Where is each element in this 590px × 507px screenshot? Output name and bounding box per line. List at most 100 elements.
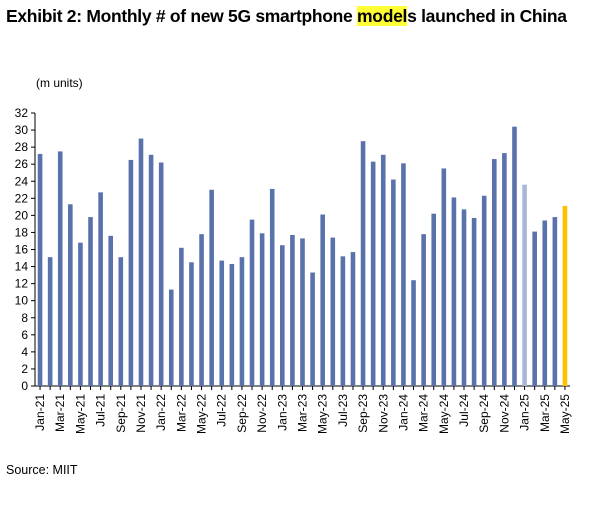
bar-apr-22 (189, 262, 194, 386)
x-tick-label: Sep-24 (477, 394, 491, 433)
x-tick-label: May-23 (316, 394, 330, 434)
bar-nov-23 (380, 154, 386, 386)
x-tick-label: Mar-24 (417, 394, 431, 432)
unit-label: (m units) (36, 76, 83, 90)
x-tick-label: Jul-21 (94, 394, 108, 427)
y-tick-label: 30 (15, 123, 29, 137)
y-tick-label: 2 (21, 362, 28, 376)
x-tick-label: May-22 (195, 394, 209, 434)
x-tick-label: Jan-23 (275, 394, 289, 431)
x-tick-label: Sep-23 (356, 394, 370, 433)
bar-may-25 (562, 205, 568, 386)
y-tick-label: 26 (15, 157, 29, 171)
x-tick-label: Nov-23 (376, 394, 390, 433)
y-tick-label: 32 (15, 106, 29, 120)
bar-dec-21 (148, 154, 154, 386)
bar-oct-24 (491, 159, 497, 386)
x-tick-label: Sep-22 (235, 394, 249, 433)
bar-jan-23 (280, 245, 285, 386)
bar-feb-22 (168, 289, 174, 386)
bar-nov-22 (259, 233, 265, 386)
bar-apr-25 (552, 217, 558, 386)
bar-jul-24 (461, 209, 467, 386)
x-tick-label: Jan-22 (154, 394, 168, 431)
y-tick-label: 28 (15, 140, 29, 154)
title-highlight: model (357, 6, 408, 26)
y-tick-label: 14 (15, 260, 29, 274)
x-tick-label: Mar-21 (53, 394, 67, 432)
bar-dec-24 (512, 126, 517, 387)
bar-mar-22 (179, 247, 184, 386)
y-tick-label: 4 (21, 345, 28, 359)
bar-aug-23 (350, 252, 356, 386)
bar-mar-24 (421, 234, 426, 386)
bar-mar-25 (542, 220, 548, 386)
bar-jan-24 (401, 163, 406, 386)
y-tick-label: 0 (21, 379, 28, 393)
x-tick-label: Jul-24 (457, 394, 471, 427)
y-tick-label: 20 (15, 208, 29, 222)
x-tick-label: Nov-22 (255, 394, 269, 433)
bar-apr-24 (431, 213, 437, 386)
source-note: Source: MIIT (6, 463, 78, 477)
bar-feb-24 (411, 280, 416, 386)
bar-jun-21 (88, 217, 93, 386)
bar-jun-22 (209, 189, 214, 386)
x-tick-label: Jan-25 (518, 394, 532, 431)
x-tick-label: Jan-21 (33, 394, 47, 431)
bar-jul-23 (340, 256, 346, 386)
bar-aug-22 (229, 264, 235, 386)
x-tick-label: Jul-22 (215, 394, 229, 427)
bar-feb-21 (47, 257, 53, 386)
x-tick-label: Mar-23 (296, 394, 310, 432)
bar-aug-24 (471, 217, 477, 386)
bar-jan-21 (37, 153, 43, 386)
y-tick-label: 22 (15, 191, 29, 205)
bar-sep-23 (360, 141, 366, 386)
x-tick-label: Sep-21 (114, 394, 128, 433)
y-tick-label: 6 (21, 328, 28, 342)
bar-aug-21 (108, 235, 114, 386)
x-tick-label: Nov-24 (497, 394, 511, 433)
bar-feb-25 (532, 231, 537, 386)
x-tick-label: Jan-24 (396, 394, 410, 431)
x-tick-label: May-25 (558, 394, 572, 434)
bar-jul-21 (98, 192, 103, 386)
bar-jan-25 (522, 184, 527, 386)
bar-may-23 (320, 214, 325, 386)
bar-apr-21 (68, 204, 73, 386)
x-tick-label: Mar-25 (538, 394, 552, 432)
bar-jun-24 (451, 197, 457, 386)
y-tick-label: 12 (15, 277, 29, 291)
x-tick-label: May-24 (437, 394, 451, 434)
y-tick-label: 24 (15, 174, 29, 188)
y-tick-label: 18 (15, 225, 29, 239)
bar-dec-23 (391, 179, 396, 386)
bar-may-21 (78, 242, 83, 386)
bar-sep-24 (481, 195, 487, 386)
bar-jan-22 (158, 162, 164, 386)
y-tick-label: 10 (15, 294, 29, 308)
chart-title: Exhibit 2: Monthly # of new 5G smartphon… (6, 6, 567, 27)
bar-nov-21 (138, 138, 144, 386)
bar-apr-23 (310, 272, 315, 386)
bar-oct-22 (249, 219, 255, 386)
bar-dec-22 (269, 188, 275, 386)
bar-may-22 (199, 234, 204, 386)
bar-mar-23 (300, 238, 305, 386)
y-tick-label: 8 (21, 311, 28, 325)
x-tick-label: May-21 (73, 394, 87, 434)
bar-jun-23 (330, 237, 336, 386)
bar-jul-22 (219, 260, 225, 386)
x-tick-label: Nov-21 (134, 394, 148, 433)
title-prefix: Exhibit 2: Monthly # of new 5G smartphon… (6, 6, 358, 26)
bar-sep-21 (118, 257, 124, 386)
x-tick-label: Mar-22 (174, 394, 188, 432)
bar-sep-22 (239, 257, 245, 386)
x-tick-label: Jul-23 (336, 394, 350, 427)
bar-nov-24 (502, 153, 507, 386)
title-suffix: s launched in China (407, 6, 567, 26)
bar-oct-21 (128, 159, 134, 386)
bar-may-24 (441, 168, 447, 386)
